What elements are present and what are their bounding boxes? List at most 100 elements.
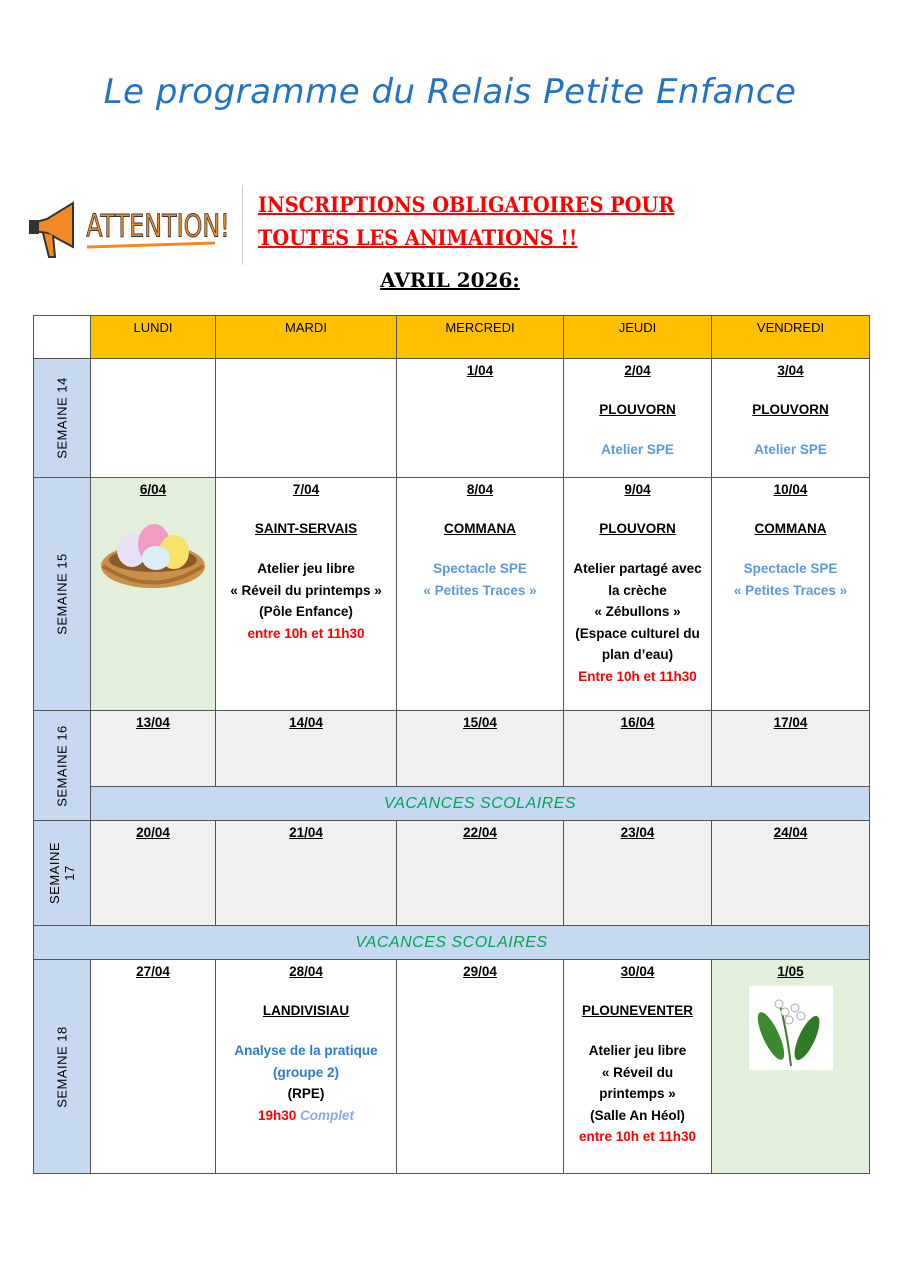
day-date: 3/04 [777,363,804,378]
day-cell: 3/04 PLOUVORN Atelier SPE [711,358,870,478]
week-label: SEMAINE 14 [54,377,70,459]
activity-line: entre 10h et 11h30 [216,623,396,645]
activity-text: Atelier SPE [601,442,674,457]
day-header-jeudi: JEUDI [563,315,712,359]
week-label-cell: SEMAINE 15 [33,477,91,711]
location: COMMANA [444,521,516,536]
activity-text: Analyse de la pratique [234,1043,378,1058]
location: PLOUVORN [599,521,676,536]
activity-line: Atelier jeu libre [564,1040,711,1062]
day-header-vendredi: VENDREDI [711,315,870,359]
activity-text: « Petites Traces » [423,582,537,598]
day-cell: 1/04 [396,358,564,478]
day-cell: 22/04 [396,820,564,926]
activity-line: « Réveil du [564,1062,711,1084]
day-date: 7/04 [292,482,320,497]
week-row: SEMAINE 14 1/04 2/04 PLOUVORN Atelier SPE 3/0… [33,358,870,478]
calendar-table: LUNDI MARDI MERCREDI JEUDI VENDREDI SEMAINE 1… [33,315,870,1174]
day-cell: 27/04 [90,959,216,1174]
activity-line: entre 10h et 11h30 [564,1126,711,1148]
day-cell: 24/04 [711,820,870,926]
activity-text: (RPE) [287,1086,325,1101]
day-date: 9/04 [624,482,651,497]
activity-text: Atelier jeu libre [588,1043,687,1058]
day-date: 24/04 [773,825,808,840]
activity-text: Atelier jeu libre [257,561,355,576]
week-label: SEMAINE 16 [54,724,70,807]
activity-text: plan d’eau) [601,647,674,662]
activity-line: printemps » [564,1083,711,1105]
day-cell: 7/04 SAINT-SERVAIS Atelier jeu libre « Réve… [215,477,397,711]
activity-line: Spectacle SPE [397,558,563,580]
activity-line: « Réveil du printemps » [216,580,396,602]
day-cell: 8/04 COMMANA Spectacle SPE « Petites Traces… [396,477,564,711]
notice-line-2: TOUTES LES ANIMATIONS !! [258,225,578,250]
activity-text: entre 10h et 11h30 [578,1129,697,1144]
day-date: 10/04 [773,482,808,497]
week-row: SEMAINE 18 27/04 28/04 LANDIVISIAU Analyse d… [33,959,870,1174]
activity-line: Entre 10h et 11h30 [564,666,711,688]
activity-text: Complet [300,1107,355,1123]
easter-eggs-nest-image [91,504,215,597]
week-label-cell: SEMAINE 16 [33,710,91,821]
activity-line: plan d’eau) [564,644,711,666]
day-date: 2/04 [624,363,651,378]
day-cell: 23/04 [563,820,712,926]
activity-text: « Petites Traces » [733,582,848,598]
day-date: 27/04 [136,964,170,979]
day-cell: 14/04 [215,710,397,787]
day-cell: 20/04 [90,820,216,926]
activity-details: Atelier jeu libre « Réveil du printemps »… [216,558,396,644]
attention-megaphone-image: ATTENTION! [29,201,230,258]
week-label-cell: SEMAINE 18 [33,959,91,1174]
week-row: SEMAINE 15 6/04 7/04 SAINT-SERVAIS Atelier j… [33,477,870,711]
activity-text: Atelier SPE [754,442,827,457]
location: PLOUVORN [752,402,829,417]
activity-line: (groupe 2) [216,1062,396,1084]
activity-line: Atelier jeu libre [216,558,396,580]
lily-of-the-valley-image [712,986,869,1073]
activity-text: (Pôle Enfance) [259,604,353,619]
activity-text: « Réveil du [601,1064,674,1080]
day-cell: 13/04 [90,710,216,787]
day-date: 13/04 [136,715,170,730]
holiday-row: VACANCES SCOLAIRES [33,925,870,960]
location: SAINT-SERVAIS [254,521,358,536]
day-date: 1/05 [777,964,804,979]
activity-text: « Zébullons » [594,604,681,619]
location: PLOUVORN [599,402,676,417]
day-date: 6/04 [139,482,167,497]
activity-text: Atelier partagé avec [573,561,702,576]
day-header-lundi: LUNDI [90,315,216,359]
week-row: SEMAINE 17 20/04 21/04 22/04 23/04 24/04 [33,820,870,926]
day-cell: 9/04 PLOUVORN Atelier partagé avec la crèch… [563,477,712,711]
activity-details: Analyse de la pratique (groupe 2) (RPE) 19h… [216,1040,396,1126]
day-date: 20/04 [136,825,170,840]
activity-line: Analyse de la pratique [216,1040,396,1062]
day-date: 22/04 [463,825,497,840]
week-label-cell: SEMAINE 14 [33,358,91,478]
activity-line: « Petites Traces » [712,580,869,602]
day-cell: 1/05 [711,959,870,1174]
week-label-cell: SEMAINE 17 [33,820,91,926]
activity-text: (Salle An Héol) [590,1107,685,1123]
activity-text: (Espace culturel du [575,625,700,641]
activity-details: Atelier jeu libre « Réveil du printemps » (… [564,1040,711,1148]
day-date: 15/04 [463,715,497,730]
activity-line: (Pôle Enfance) [216,601,396,623]
day-date: 30/04 [620,964,655,979]
month-heading: AVRIL 2026: [380,268,520,292]
day-cell: 21/04 [215,820,397,926]
day-cell: 29/04 [396,959,564,1174]
activity-text: Spectacle SPE [743,561,838,576]
day-date: 21/04 [289,825,323,840]
notice-line-1: INSCRIPTIONS OBLIGATOIRES POUR [258,192,675,217]
location: COMMANA [754,521,827,536]
day-cell: 17/04 [711,710,870,787]
activity-line: « Zébullons » [564,601,711,623]
day-date: 23/04 [620,825,655,840]
holiday-banner: VACANCES SCOLAIRES [33,925,870,960]
activity-text: Spectacle SPE [433,561,527,576]
activity-line: « Petites Traces » [397,580,563,602]
activity-line: Atelier SPE [712,439,869,461]
